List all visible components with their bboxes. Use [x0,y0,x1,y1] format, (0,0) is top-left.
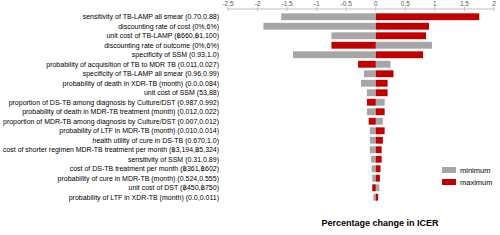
x-tick-label: 1 [433,0,437,7]
bar [376,156,382,163]
category-label: health utility of cure in DS-TB (0.670,1… [93,137,219,145]
category-label: probability of cure in MDR-TB (month) (0… [58,175,219,183]
bar [376,80,388,87]
bar [358,61,376,68]
bar [376,13,479,20]
legend-label: maximum [460,178,493,187]
bar [281,13,376,20]
x-tick [375,7,376,11]
x-tick-label: 0.5 [401,0,410,7]
x-tick [434,7,435,11]
category-label: sensitivity of TB-LAMP all smear (0.70,0… [83,13,219,21]
x-tick [287,7,288,11]
bar [376,175,380,182]
category-label: probability of LTF in MDR-TB (month) (0.… [59,127,219,135]
bar [331,42,375,49]
category-label: specificity of SSM (0.93,1.0) [132,51,219,59]
x-axis-label: Percentage change in ICER [321,218,439,228]
bar [376,137,383,144]
bars [263,13,479,200]
category-label: probability of death in XDR-TB (month) (… [63,80,219,88]
category-label: unit cost of SSM (53,88) [144,89,219,97]
bar [376,108,385,115]
x-tick-label: -1 [314,0,320,7]
bar [367,108,376,115]
category-label: unit cost of DST (฿450,฿750) [129,184,220,192]
bar [376,51,423,58]
bar [263,23,375,30]
bar [376,184,380,191]
bar [376,194,378,201]
x-tick-label: 2 [492,0,496,7]
x-tick [464,7,465,11]
bar [376,23,429,30]
x-tick-label: -2.5 [222,0,234,7]
x-axis-line [228,9,494,10]
category-label: sensitivity of SSM (0.31,0.89) [128,156,219,164]
bar [376,118,383,125]
category-label: unit cost of TB-LAMP (฿660,฿1,100) [106,32,219,40]
bar [376,89,388,96]
bar [376,146,382,153]
bar [372,165,376,172]
bar [331,32,375,39]
x-tick-label: 0 [374,0,378,7]
bar [367,99,376,106]
bar [370,137,376,144]
x-tick-label: -0.5 [341,0,353,7]
bar [367,89,376,96]
legend-label: minimum [460,166,490,175]
x-tick-label: -1.5 [282,0,294,7]
bar [369,118,376,125]
chart: -2.5 -2 -1.5 -1 -0.5 0 0.5 1 1.5 2 sensitivity of … [0,0,500,235]
bar [376,165,381,172]
bar [371,156,376,163]
bar [293,51,376,58]
category-label: discounting rate of outcome (0%,6%) [104,42,219,50]
x-tick [228,7,229,11]
x-tick [405,7,406,11]
bar [376,32,426,39]
category-label: cost of DS-TB treatment per month (฿361,… [70,165,219,173]
legend-swatch [442,179,456,185]
x-tick [494,7,495,11]
bar [376,127,385,134]
bar [364,70,376,77]
bar [376,61,391,68]
category-label: cost of shorter regimen MDR-TB treatment… [3,146,219,154]
bar [361,80,376,87]
legend-swatch [442,167,456,173]
x-tick [257,7,258,11]
x-tick-label: -2 [255,0,261,7]
x-tick [316,7,317,11]
x-tick-label: 1.5 [460,0,469,7]
x-tick [346,7,347,11]
bar [372,184,376,191]
bar [376,70,394,77]
bar [372,175,376,182]
category-label: proportion of DS-TB among diagnosis by C… [9,99,219,107]
bar [376,99,385,106]
bar [370,127,376,134]
category-label: specificity of TB-LAMP all smear (0.96,0… [83,70,219,78]
bar [370,146,376,153]
category-label: probability of acquisition of TB to MDR … [46,61,219,69]
category-label: probability of death in MDR-TB treatment… [22,108,219,116]
bar [376,42,432,49]
bar [373,194,375,201]
category-label: proportion of MDR-TB among diagnosis by … [3,118,219,126]
category-label: discounting rate of cost (0%,6%) [118,23,219,31]
category-label: probability of LTF in XDR-TB (month) (0.… [69,194,219,202]
